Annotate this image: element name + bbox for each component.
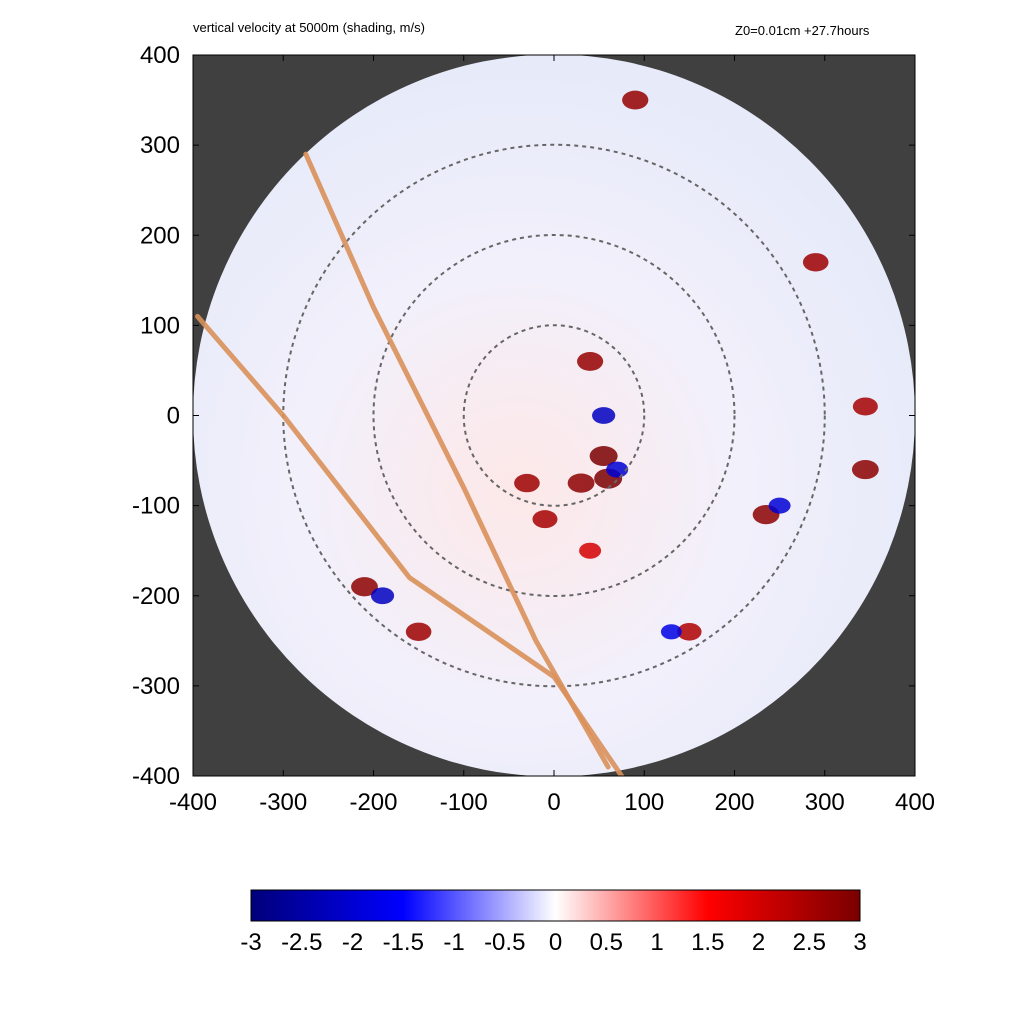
colorbar — [250, 889, 861, 922]
colorbar-tick-label: 3 — [853, 929, 866, 956]
colorbar-tick-label: 1.5 — [691, 929, 724, 956]
colorbar-tick-label: -2 — [342, 929, 363, 956]
y-tick-label: 200 — [140, 222, 180, 249]
colorbar-tick-label: -1.5 — [383, 929, 424, 956]
updraft-cell — [802, 253, 829, 272]
y-tick-label: 400 — [140, 42, 180, 69]
colorbar-labels: -3 -2.5 -2 -1.5 -1 -0.5 0 0.5 1 1.5 2 2.5 3 — [240, 929, 866, 956]
colorbar-tick-label: -3 — [240, 929, 261, 956]
updraft-cell — [351, 577, 378, 597]
colorbar-tick-label: 0 — [549, 929, 562, 956]
colorbar-tick-label: 1 — [650, 929, 663, 956]
colorbar-tick-label: -0.5 — [484, 929, 525, 956]
updraft-cell — [677, 623, 702, 641]
range-ring — [462, 324, 646, 507]
x-tick-label: -100 — [440, 789, 488, 816]
range-ring — [372, 234, 736, 597]
updraft-cell — [567, 473, 595, 493]
downdraft-cell — [660, 624, 682, 640]
updraft-cell — [851, 459, 879, 480]
y-tick-label: 100 — [140, 312, 180, 339]
chart-subtitle: Z0=0.01cm +27.7hours — [735, 23, 870, 38]
x-tick-label: 100 — [624, 789, 664, 816]
updraft-cell — [852, 397, 878, 416]
updraft-cell — [405, 622, 432, 641]
x-tick-label: 0 — [547, 789, 560, 816]
y-tick-label: 300 — [140, 132, 180, 159]
y-tick-label: -200 — [132, 583, 180, 610]
axes: -400 -300 -200 -100 0 100 200 300 400 400 300 200 10… — [132, 42, 935, 816]
x-tick-label: -300 — [259, 789, 307, 816]
colorbar-tick-label: 0.5 — [590, 929, 623, 956]
updraft-cell — [622, 90, 649, 110]
downdraft-cell — [592, 407, 616, 424]
y-tick-label: 0 — [167, 403, 180, 430]
x-tick-label: 400 — [895, 789, 935, 816]
y-tick-label: -400 — [132, 763, 180, 790]
x-tick-label: 200 — [714, 789, 754, 816]
downdraft-cell — [768, 497, 791, 514]
chart-title: vertical velocity at 5000m (shading, m/s… — [193, 20, 425, 35]
updraft-cell — [589, 446, 618, 467]
downdraft-cell — [606, 461, 629, 478]
y-tick-label: -100 — [132, 493, 180, 520]
x-tick-label: -200 — [349, 789, 397, 816]
velocity-field — [193, 55, 915, 776]
updraft-cell — [514, 473, 540, 493]
x-tick-label: -400 — [169, 789, 217, 816]
updraft-cell — [577, 352, 604, 371]
updraft-cell — [532, 510, 558, 529]
updraft-cell — [579, 542, 602, 559]
colorbar-tick-label: -1 — [443, 929, 464, 956]
downdraft-cell — [370, 587, 395, 605]
x-tick-label: 300 — [805, 789, 845, 816]
storm-tracks — [195, 151, 625, 776]
colorbar-tick-label: -2.5 — [281, 929, 322, 956]
colorbar-tick-label: 2 — [752, 929, 765, 956]
track-line — [195, 313, 625, 776]
colorbar-tick-label: 2.5 — [793, 929, 826, 956]
y-tick-label: -300 — [132, 673, 180, 700]
